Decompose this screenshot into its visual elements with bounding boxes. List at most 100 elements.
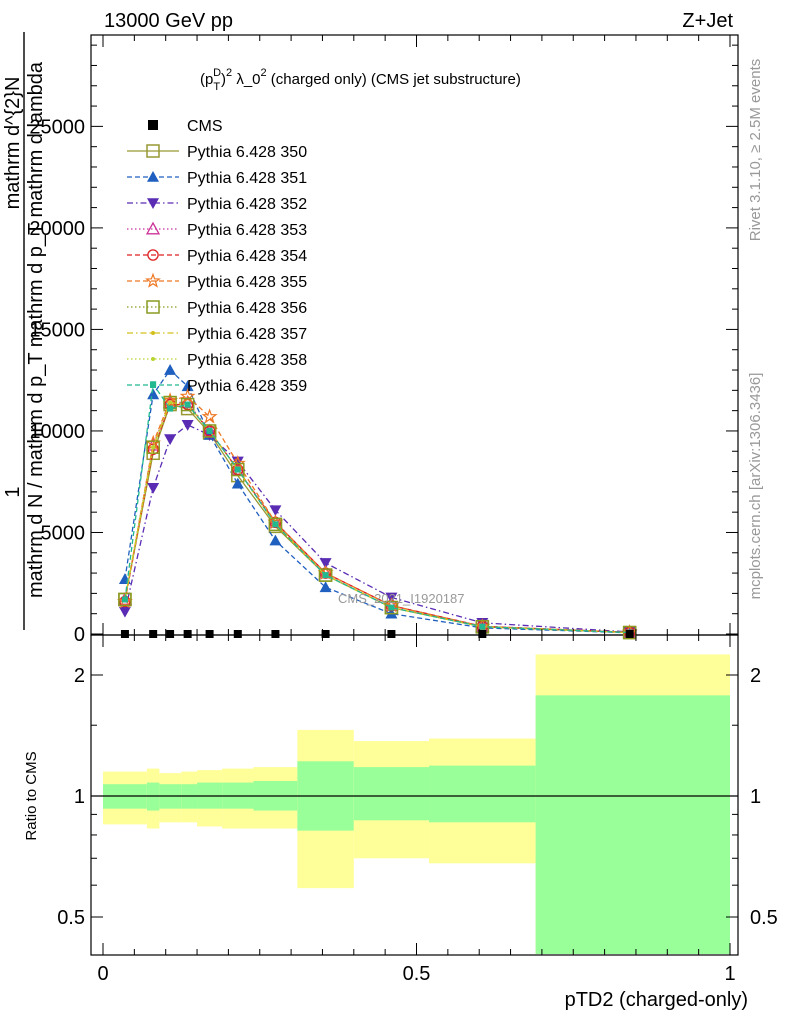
legend-item: CMS	[148, 118, 223, 135]
y-tick-label: 15000	[29, 319, 85, 341]
ratio-y-tick-label-right: 2	[750, 665, 761, 687]
legend-label: Pythia 6.428 350	[187, 144, 307, 161]
data-point	[322, 572, 329, 579]
y-tick-label: 0	[74, 624, 85, 646]
data-point	[479, 623, 486, 630]
data-point	[184, 401, 191, 408]
header-left-label: 13000 GeV pp	[104, 10, 233, 32]
x-tick-label: 0	[97, 963, 108, 985]
legend-item: Pythia 6.428 350	[127, 144, 307, 161]
data-point	[388, 604, 395, 611]
data-point	[149, 630, 158, 638]
side-label-rivet: Rivet 3.1.10, ≥ 2.5M events	[747, 59, 764, 242]
legend-item: Pythia 6.428 352	[127, 196, 307, 213]
data-point	[121, 596, 128, 603]
data-point	[201, 408, 218, 424]
y-tick-label: 10000	[29, 421, 85, 443]
legend-label: CMS	[187, 118, 223, 135]
data-point	[202, 424, 217, 438]
data-point	[233, 630, 242, 638]
data-point	[147, 388, 160, 400]
data-point	[231, 462, 245, 477]
y-label-denominator: mathrm d N / mathrm d p_T mathrm d p_T m…	[25, 61, 47, 598]
data-point	[181, 420, 194, 431]
ratio-y-tick-label-right: 0.5	[750, 907, 778, 929]
data-point	[384, 600, 399, 615]
data-point	[183, 630, 192, 638]
series-line	[124, 403, 630, 634]
legend-marker	[147, 198, 159, 209]
x-tick-label: 1	[724, 963, 735, 985]
y-label-numerator: mathrm d^{2}N	[2, 77, 24, 210]
y-label-top: 1	[2, 486, 24, 497]
y-tick-label: 25000	[29, 116, 85, 138]
x-tick-label: 0.5	[403, 963, 431, 985]
legend-item: Pythia 6.428 357	[127, 326, 307, 343]
legend-marker	[146, 144, 160, 158]
legend-item: Pythia 6.428 351	[127, 170, 307, 187]
ratio-band-inner	[429, 765, 536, 823]
ratio-y-tick-label: 1	[74, 786, 85, 808]
series-line	[124, 401, 630, 634]
series-line	[124, 395, 630, 634]
data-point	[166, 630, 175, 638]
legend-label: Pythia 6.428 357	[187, 326, 307, 343]
series-line	[124, 424, 630, 633]
legend-label: Pythia 6.428 352	[187, 196, 307, 213]
series-layer	[117, 364, 638, 640]
legend-marker	[146, 300, 160, 314]
side-label-mcplots: mcplots.cern.ch [arXiv:1306.3436]	[747, 373, 764, 600]
legend-marker	[147, 171, 159, 182]
data-point	[147, 443, 159, 455]
data-point	[387, 630, 396, 638]
legend-marker	[148, 120, 158, 130]
data-point	[229, 455, 246, 471]
data-point	[151, 445, 156, 450]
legend-label: Pythia 6.428 351	[187, 170, 307, 187]
data-point	[321, 630, 330, 638]
legend-item: Pythia 6.428 355	[127, 272, 307, 291]
legend-marker	[150, 382, 156, 388]
legend-label: Pythia 6.428 353	[187, 222, 307, 239]
data-point	[205, 630, 214, 638]
axis-ticks: 0 5000 10000 15000 20000 25000 0 0.5 1 0.5 0.5 1 1 2 2	[29, 35, 778, 985]
ratio-band-inner	[353, 767, 430, 821]
legend-item: Pythia 6.428 359	[127, 378, 307, 395]
data-point	[269, 505, 282, 517]
data-point	[478, 630, 487, 638]
data-point	[271, 630, 280, 638]
data-point	[117, 593, 133, 609]
ratio-band-inner	[535, 695, 730, 954]
data-point	[625, 630, 634, 638]
data-point	[118, 592, 132, 607]
data-point	[120, 630, 129, 638]
legend-label: Pythia 6.428 358	[187, 352, 307, 369]
main-y-axis-label: 1 mathrm d^{2}N mathrm d N / mathrm d p_…	[2, 32, 47, 630]
data-point	[164, 434, 177, 446]
legend-item: Pythia 6.428 353	[127, 221, 307, 239]
data-point	[268, 517, 283, 532]
data-point	[234, 466, 241, 473]
data-point	[206, 427, 213, 434]
data-point	[232, 463, 244, 476]
data-point	[118, 606, 131, 618]
plot-title: (pTD)2 λ_02 (charged only) (CMS jet subs…	[200, 67, 521, 93]
legend-label: Pythia 6.428 354	[187, 248, 307, 265]
ratio-y-tick-label: 0.5	[57, 907, 85, 929]
data-point	[181, 380, 194, 392]
data-point	[167, 405, 174, 412]
data-point	[164, 364, 177, 375]
x-axis-label: pTD2 (charged-only)	[565, 989, 748, 1011]
ratio-bands	[103, 654, 730, 954]
y-tick-label: 20000	[29, 218, 85, 240]
series-line	[124, 369, 630, 634]
data-point	[203, 425, 216, 437]
data-point	[146, 440, 160, 454]
legend-marker	[151, 331, 155, 335]
ratio-y-tick-label-right: 1	[750, 786, 761, 808]
ratio-y-label: Ratio to CMS	[23, 751, 40, 840]
data-point	[231, 477, 244, 489]
legend-marker	[145, 272, 161, 288]
legend-marker	[145, 221, 161, 235]
